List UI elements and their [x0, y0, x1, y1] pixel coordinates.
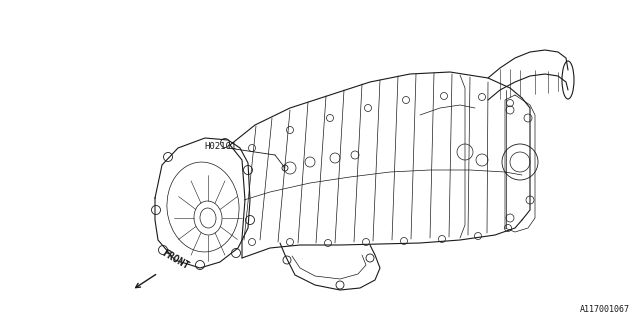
- Text: FRONT: FRONT: [160, 248, 191, 271]
- Text: A117001067: A117001067: [580, 305, 630, 314]
- Text: H02101: H02101: [204, 141, 236, 150]
